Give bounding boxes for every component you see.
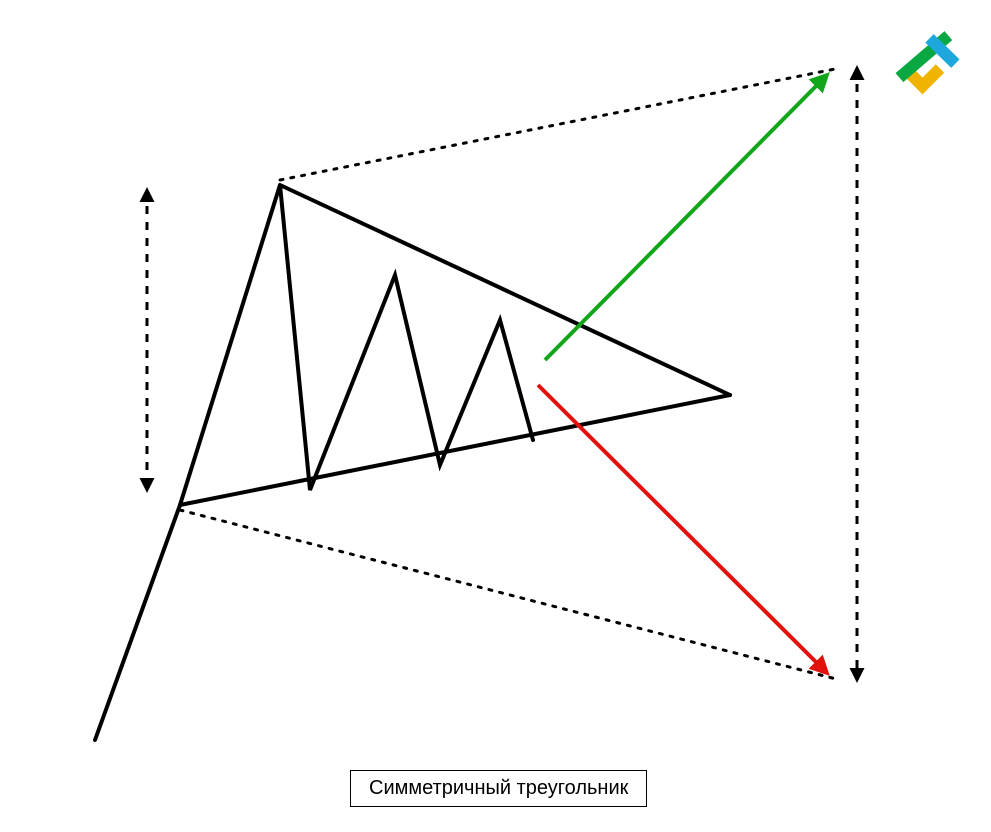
price-zigzag-path [95,185,533,740]
caption-label: Симметричный треугольник [350,770,647,807]
brand-logo-icon [891,30,961,100]
measurement-arrows [147,68,857,680]
breakout-up-arrow [545,75,827,360]
triangle-sides [180,185,730,505]
symmetrical-triangle-diagram [0,0,991,832]
breakout-down-arrow [538,385,827,673]
